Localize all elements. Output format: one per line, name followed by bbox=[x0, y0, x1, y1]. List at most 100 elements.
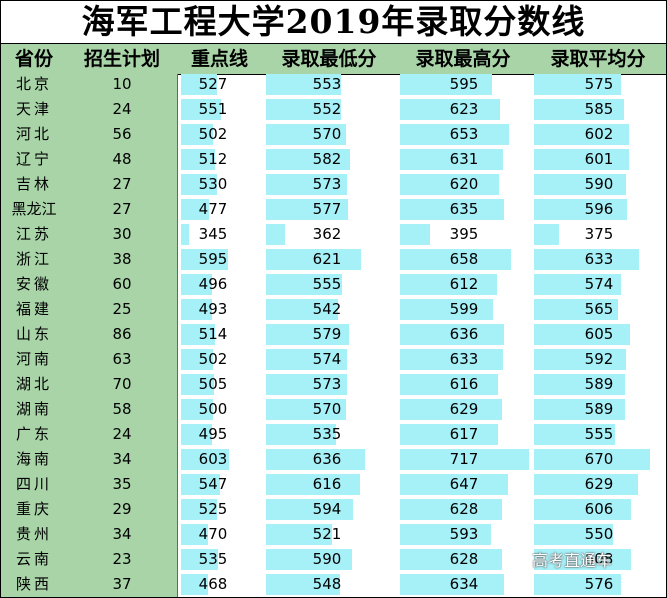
score-cell-max: 717 bbox=[449, 450, 479, 468]
plan-cell: 30 bbox=[112, 225, 132, 243]
header-province: 省份 bbox=[14, 48, 53, 70]
province-cell: 河北 bbox=[15, 125, 52, 143]
score-cell-avg: 629 bbox=[584, 475, 614, 493]
databar-min bbox=[266, 549, 352, 570]
province-cell: 北京 bbox=[15, 75, 52, 93]
province-cell: 云南 bbox=[15, 550, 52, 568]
score-cell-max: 658 bbox=[449, 250, 479, 268]
province-column-band bbox=[1, 74, 178, 597]
score-cell-min: 553 bbox=[312, 75, 342, 93]
databar-avg bbox=[534, 274, 621, 295]
score-cell-avg: 565 bbox=[584, 300, 614, 318]
watermark: 高考直通车 bbox=[532, 551, 613, 570]
databar-avg bbox=[534, 149, 629, 170]
databar-key bbox=[181, 399, 213, 420]
score-cell-min: 590 bbox=[312, 550, 342, 568]
databar-key bbox=[181, 324, 215, 345]
plan-cell: 56 bbox=[112, 125, 132, 143]
score-cell-min: 574 bbox=[312, 350, 342, 368]
databar-key bbox=[181, 474, 220, 495]
score-cell-avg: 589 bbox=[584, 400, 614, 418]
score-cell-key: 345 bbox=[198, 225, 228, 243]
score-cell-avg: 574 bbox=[584, 275, 614, 293]
header-avg-score: 录取平均分 bbox=[550, 48, 646, 70]
province-cell: 山东 bbox=[15, 325, 52, 343]
databar-key bbox=[181, 349, 213, 370]
databar-min bbox=[266, 174, 347, 195]
databar-max bbox=[400, 149, 503, 170]
table-row: 黑龙江 27 477 577 635 596 bbox=[1, 197, 666, 222]
plan-cell: 48 bbox=[112, 150, 132, 168]
score-cell-max: 634 bbox=[449, 575, 479, 593]
databar-key bbox=[181, 524, 208, 545]
databar-avg bbox=[534, 499, 631, 520]
databar-key bbox=[181, 199, 209, 220]
databar-min bbox=[266, 124, 346, 145]
score-cell-avg: 602 bbox=[584, 125, 614, 143]
score-cell-avg: 596 bbox=[584, 200, 614, 218]
table-row: 安徽 60 496 555 612 574 bbox=[1, 272, 666, 297]
plan-cell: 58 bbox=[112, 400, 132, 418]
plan-cell: 27 bbox=[112, 200, 132, 218]
province-cell: 天津 bbox=[15, 100, 52, 118]
score-cell-key: 603 bbox=[198, 450, 228, 468]
score-cell-key: 535 bbox=[198, 550, 228, 568]
score-cell-min: 577 bbox=[312, 200, 342, 218]
score-cell-max: 653 bbox=[449, 125, 479, 143]
databar-max bbox=[400, 74, 492, 95]
databar-min bbox=[266, 149, 350, 170]
score-cell-key: 495 bbox=[198, 425, 228, 443]
databar-max bbox=[400, 99, 500, 120]
databar-min bbox=[266, 399, 346, 420]
score-cell-min: 621 bbox=[312, 250, 342, 268]
province-cell: 重庆 bbox=[15, 500, 52, 518]
databar-avg bbox=[534, 249, 639, 270]
databar-avg bbox=[534, 449, 650, 470]
score-cell-key: 512 bbox=[198, 150, 228, 168]
score-cell-key: 505 bbox=[198, 375, 228, 393]
score-cell-min: 616 bbox=[312, 475, 342, 493]
score-cell-max: 616 bbox=[449, 375, 479, 393]
databar-max bbox=[400, 399, 502, 420]
databar-min bbox=[266, 74, 341, 95]
header-plan: 招生计划 bbox=[83, 48, 160, 70]
databar-min bbox=[266, 324, 349, 345]
plan-cell: 37 bbox=[112, 575, 132, 593]
score-cell-min: 542 bbox=[312, 300, 342, 318]
header-min-score: 录取最低分 bbox=[281, 48, 377, 70]
province-cell: 黑龙江 bbox=[11, 200, 57, 218]
databar-max bbox=[400, 349, 503, 370]
score-cell-avg: 605 bbox=[584, 325, 614, 343]
databar-avg bbox=[534, 299, 618, 320]
databar-avg bbox=[534, 349, 626, 370]
databar-max bbox=[400, 324, 504, 345]
databar-avg bbox=[534, 174, 626, 195]
databar-avg bbox=[534, 399, 625, 420]
table-header: 省份 招生计划 重点线 录取最低分 录取最高分 录取平均分 bbox=[1, 43, 666, 75]
table-row: 海南 34 603 636 717 670 bbox=[1, 447, 666, 472]
plan-cell: 38 bbox=[112, 250, 132, 268]
score-cell-min: 362 bbox=[312, 225, 342, 243]
table-row: 河南 63 502 574 633 592 bbox=[1, 347, 666, 372]
databar-key bbox=[181, 499, 217, 520]
score-cell-key: 496 bbox=[198, 275, 228, 293]
databar-avg bbox=[534, 74, 621, 95]
plan-cell: 34 bbox=[112, 525, 132, 543]
score-cell-min: 573 bbox=[312, 375, 342, 393]
table-row: 山东 86 514 579 636 605 bbox=[1, 322, 666, 347]
table-row: 四川 35 547 616 647 629 bbox=[1, 472, 666, 497]
table-row: 江苏 30 345 362 395 375 bbox=[1, 222, 666, 247]
province-cell: 辽宁 bbox=[15, 150, 52, 168]
score-cell-max: 595 bbox=[449, 75, 479, 93]
databar-min bbox=[266, 574, 340, 595]
score-cell-max: 636 bbox=[449, 325, 479, 343]
databar-key bbox=[181, 124, 213, 145]
score-cell-avg: 670 bbox=[584, 450, 614, 468]
table-row: 天津 24 551 552 623 585 bbox=[1, 97, 666, 122]
databar-min bbox=[266, 374, 347, 395]
databar-avg bbox=[534, 424, 615, 445]
province-cell: 浙江 bbox=[15, 250, 52, 268]
databar-max bbox=[400, 474, 508, 495]
databar-min bbox=[266, 199, 348, 220]
province-cell: 陕西 bbox=[15, 575, 52, 593]
